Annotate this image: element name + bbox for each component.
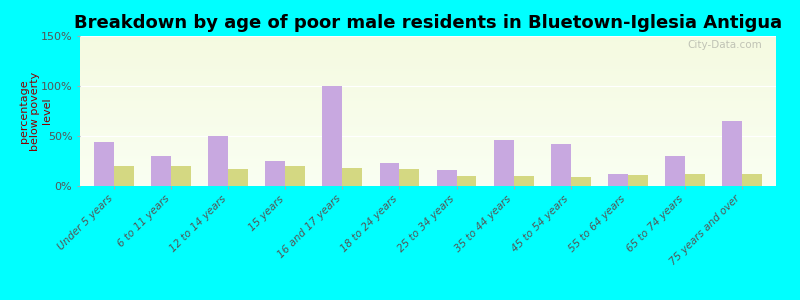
Bar	[379, 163, 399, 186]
Bar	[342, 168, 362, 186]
Bar	[151, 156, 171, 186]
Bar	[550, 144, 570, 186]
Bar	[437, 170, 457, 186]
Bar	[208, 136, 228, 186]
Bar	[742, 174, 762, 186]
Y-axis label: percentage
below poverty
level: percentage below poverty level	[18, 71, 52, 151]
Bar	[228, 169, 248, 186]
Bar	[114, 166, 134, 186]
Title: Breakdown by age of poor male residents in Bluetown-Iglesia Antigua: Breakdown by age of poor male residents …	[74, 14, 782, 32]
Bar	[286, 166, 306, 186]
Bar	[722, 121, 742, 186]
Bar	[608, 174, 628, 186]
Bar	[322, 86, 342, 186]
Bar	[457, 176, 477, 186]
Bar	[628, 175, 648, 186]
Bar	[171, 166, 191, 186]
Bar	[685, 174, 705, 186]
Text: City-Data.com: City-Data.com	[687, 40, 762, 50]
Bar	[665, 156, 685, 186]
Bar	[266, 161, 286, 186]
Bar	[399, 169, 419, 186]
Bar	[514, 176, 534, 186]
Bar	[94, 142, 114, 186]
Bar	[494, 140, 514, 186]
Bar	[570, 177, 590, 186]
